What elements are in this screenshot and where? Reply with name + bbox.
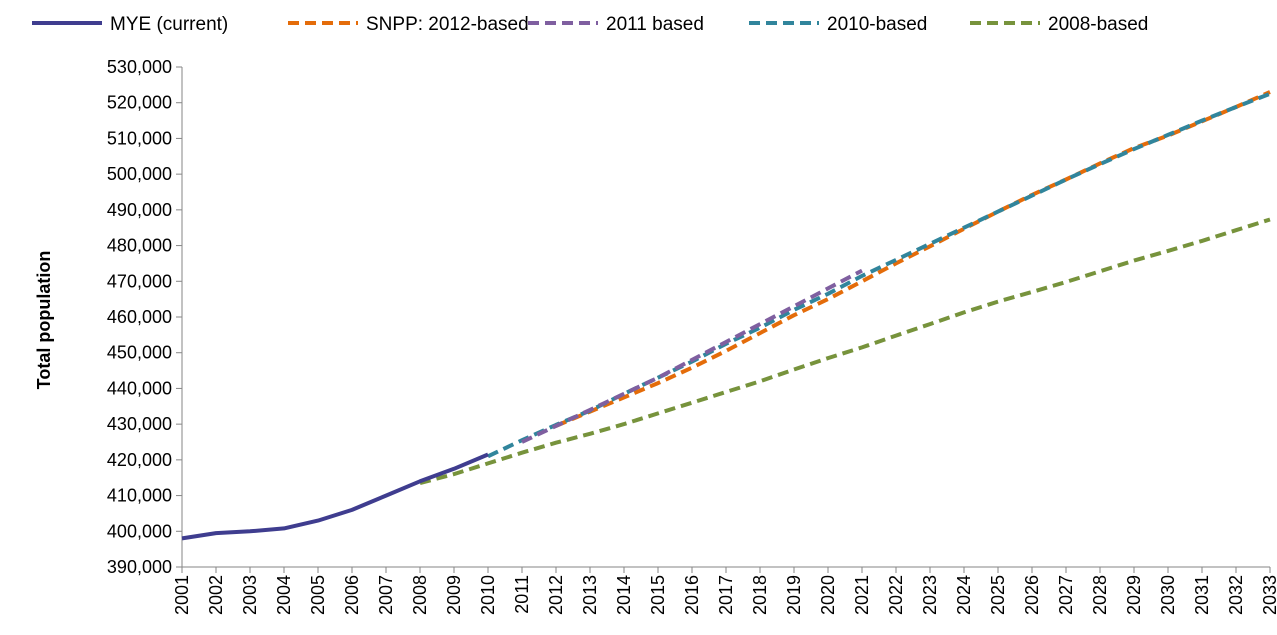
x-tick-label: 2023 bbox=[920, 575, 940, 615]
y-tick-label: 500,000 bbox=[107, 164, 172, 184]
y-tick-label: 480,000 bbox=[107, 236, 172, 256]
x-tick-label: 2001 bbox=[172, 575, 192, 615]
legend-label: SNPP: 2012-based bbox=[366, 14, 529, 35]
x-tick-label: 2019 bbox=[784, 575, 804, 615]
y-tick-label: 470,000 bbox=[107, 271, 172, 291]
x-axis-ticks: 2001 2002 2003 2004 2005 2006 2007 2008 2009 2010… bbox=[172, 567, 1277, 615]
x-tick-label: 2027 bbox=[1056, 575, 1076, 615]
x-tick-label: 2007 bbox=[376, 575, 396, 615]
y-tick-label: 520,000 bbox=[107, 93, 172, 113]
legend-label: MYE (current) bbox=[110, 14, 228, 35]
series-line-2011-based bbox=[521, 268, 863, 444]
legend-label: 2011 based bbox=[606, 14, 704, 35]
y-tick-label: 390,000 bbox=[107, 557, 172, 577]
x-tick-label: 2016 bbox=[682, 575, 702, 615]
y-tick-label: 400,000 bbox=[107, 521, 172, 541]
x-tick-label: 2012 bbox=[546, 575, 566, 615]
x-tick-label: 2011 bbox=[512, 575, 532, 614]
series-line-2008-based bbox=[419, 217, 1271, 486]
x-tick-label: 2010 bbox=[478, 575, 498, 615]
y-tick-label: 440,000 bbox=[107, 378, 172, 398]
y-tick-label: 410,000 bbox=[107, 486, 172, 506]
x-tick-label: 2024 bbox=[954, 575, 974, 615]
x-tick-label: 2003 bbox=[240, 575, 260, 615]
x-tick-label: 2031 bbox=[1192, 575, 1212, 615]
x-tick-label: 2008 bbox=[410, 575, 430, 615]
y-tick-label: 430,000 bbox=[107, 414, 172, 434]
x-tick-label: 2015 bbox=[648, 575, 668, 615]
y-tick-label: 460,000 bbox=[107, 307, 172, 327]
y-tick-label: 530,000 bbox=[107, 57, 172, 77]
x-tick-label: 2021 bbox=[852, 575, 872, 615]
series-lines bbox=[181, 90, 1271, 541]
y-tick-label: 450,000 bbox=[107, 343, 172, 363]
x-tick-label: 2006 bbox=[342, 575, 362, 615]
y-tick-label: 490,000 bbox=[107, 200, 172, 220]
x-tick-label: 2020 bbox=[818, 575, 838, 615]
x-tick-label: 2026 bbox=[1022, 575, 1042, 615]
x-tick-label: 2018 bbox=[750, 575, 770, 615]
series-line-snpp-2012-based bbox=[555, 90, 1271, 428]
legend-label: 2008-based bbox=[1048, 14, 1148, 35]
x-tick-label: 2009 bbox=[444, 575, 464, 615]
x-tick-label: 2028 bbox=[1090, 575, 1110, 615]
x-tick-label: 2013 bbox=[580, 575, 600, 615]
y-axis-ticks: 390,000 400,000 410,000 420,000 430,000 440,0… bbox=[107, 57, 182, 577]
y-tick-label: 510,000 bbox=[107, 128, 172, 148]
x-tick-label: 2005 bbox=[308, 575, 328, 615]
y-axis-title: Total population bbox=[34, 251, 54, 390]
series-line-mye-current- bbox=[181, 452, 489, 541]
axes bbox=[181, 67, 1270, 568]
x-tick-label: 2025 bbox=[988, 575, 1008, 615]
x-tick-label: 2022 bbox=[886, 575, 906, 615]
x-tick-label: 2017 bbox=[716, 575, 736, 615]
x-tick-label: 2029 bbox=[1124, 575, 1144, 615]
x-tick-label: 2030 bbox=[1158, 575, 1178, 615]
x-tick-label: 2033 bbox=[1260, 575, 1277, 615]
x-tick-label: 2004 bbox=[274, 575, 294, 615]
y-tick-label: 420,000 bbox=[107, 450, 172, 470]
legend-label: 2010-based bbox=[827, 14, 927, 35]
x-tick-label: 2002 bbox=[206, 575, 226, 615]
x-tick-label: 2014 bbox=[614, 575, 634, 615]
legend: MYE (current) SNPP: 2012-based 2011 based 2… bbox=[32, 14, 1148, 35]
x-tick-label: 2032 bbox=[1226, 575, 1246, 615]
